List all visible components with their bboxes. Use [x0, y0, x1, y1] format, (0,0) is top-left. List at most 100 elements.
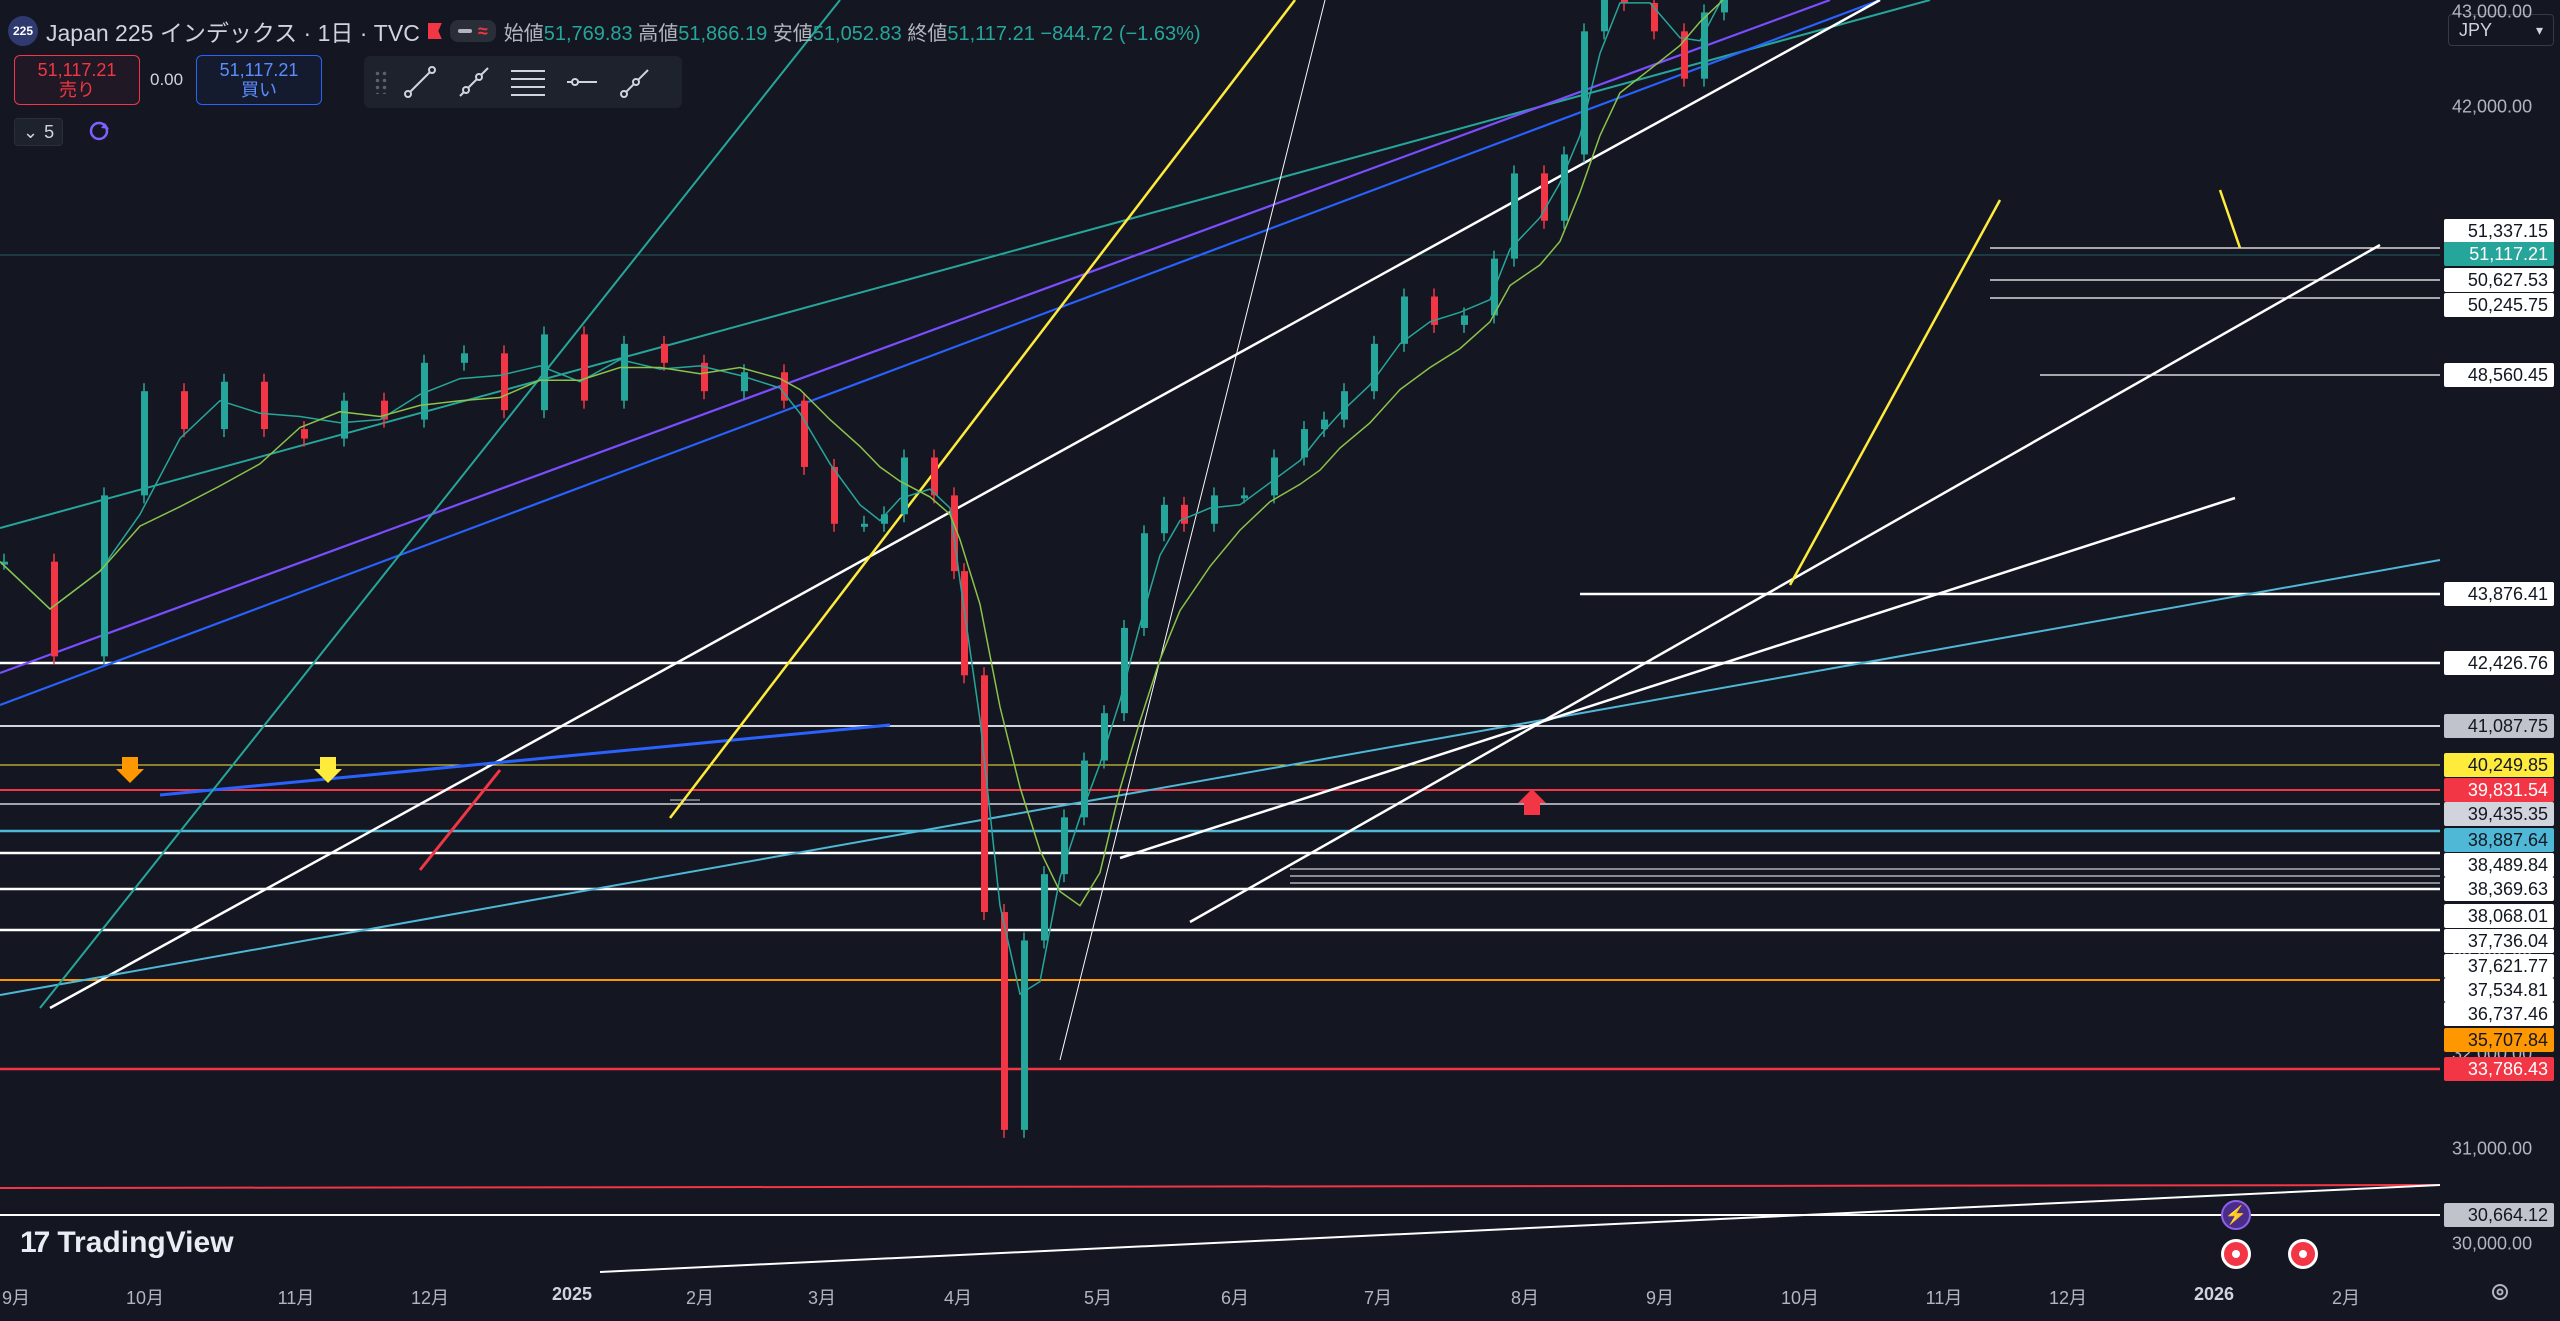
price-label[interactable]: 35,707.84: [2444, 1028, 2554, 1052]
trend-line[interactable]: [0, 0, 1831, 675]
candle: [1651, 2, 1658, 32]
trend-line[interactable]: [669, 0, 1296, 819]
ray-icon[interactable]: [452, 60, 496, 104]
symbol-badge[interactable]: 225: [8, 16, 38, 46]
indicators-toggle[interactable]: ⌄ 5: [14, 118, 64, 146]
price-label[interactable]: 39,435.35: [2444, 802, 2554, 826]
price-tick: 31,000.00: [2452, 1138, 2533, 1159]
open-value: 51,769.83: [543, 22, 633, 45]
wave-icon: ≈: [477, 20, 488, 41]
price-label[interactable]: 37,534.81: [2444, 978, 2554, 1002]
price-label[interactable]: 38,068.01: [2444, 904, 2554, 928]
candle: [221, 381, 228, 430]
chart-style-pill[interactable]: ≈: [449, 20, 496, 42]
brand-name: TradingView: [57, 1226, 234, 1259]
sell-button[interactable]: 51,117.21 売り: [14, 55, 140, 105]
trend-line[interactable]: [599, 1184, 2441, 1273]
price-label[interactable]: 36,737.46: [2444, 1002, 2554, 1026]
price-label[interactable]: 30,664.12: [2444, 1203, 2554, 1227]
indicator-count: 5: [44, 121, 55, 142]
trend-line[interactable]: [0, 0, 1881, 707]
candle: [1271, 457, 1278, 496]
candle: [901, 457, 908, 515]
candle: [801, 400, 808, 467]
candle: [141, 391, 148, 496]
trend-line[interactable]: [39, 0, 841, 1009]
trend-line[interactable]: [418, 769, 502, 871]
lightning-icon[interactable]: ⚡: [2221, 1200, 2251, 1230]
event-icon[interactable]: [2221, 1239, 2251, 1269]
price-label[interactable]: 51,337.15: [2444, 219, 2554, 243]
candle: [781, 372, 788, 401]
price-label[interactable]: 50,245.75: [2444, 293, 2554, 317]
buy-button[interactable]: 51,117.21 買い: [196, 55, 322, 105]
trend-line[interactable]: [49, 0, 1881, 1010]
price-label[interactable]: 38,369.63: [2444, 877, 2554, 901]
currency-select[interactable]: JPY ▾: [2448, 14, 2554, 46]
candle: [1211, 495, 1218, 524]
change-value: −844.72 (−1.63%): [1040, 22, 1201, 45]
candle: [1341, 391, 1348, 420]
time-label: 6月: [1220, 1288, 1250, 1308]
time-label: 4月: [943, 1288, 973, 1308]
candle: [1621, 0, 1628, 3]
trend-line[interactable]: [159, 723, 891, 797]
arrow-up-icon[interactable]: [1518, 789, 1546, 815]
sync-icon[interactable]: [86, 118, 112, 144]
arrow-down-icon[interactable]: [116, 757, 144, 783]
trend-line[interactable]: [1119, 496, 2236, 860]
price-label[interactable]: 33,786.43: [2444, 1057, 2554, 1081]
candle: [981, 675, 988, 913]
trend-line[interactable]: [0, 559, 2441, 996]
time-label: 2月: [2331, 1288, 2361, 1308]
parallel-channel-icon[interactable]: [614, 60, 658, 104]
high-value: 51,866.19: [678, 22, 768, 45]
price-label[interactable]: 50,627.53: [2444, 268, 2554, 292]
candle: [51, 561, 58, 657]
candle: [931, 457, 938, 496]
price-label[interactable]: 37,621.77: [2444, 954, 2554, 978]
tradingview-mark-icon: 17: [20, 1226, 50, 1259]
drag-handle[interactable]: [374, 70, 388, 94]
horizontal-line-icon[interactable]: [560, 60, 604, 104]
price-label[interactable]: 38,489.84: [2444, 853, 2554, 877]
price-label[interactable]: 41,087.75: [2444, 714, 2554, 738]
candle: [501, 353, 508, 411]
chart-header: 225 Japan 225 インデックス · 1日 · TVC ≈ 始値51,7…: [8, 14, 1201, 48]
price-label[interactable]: 39,831.54: [2444, 778, 2554, 802]
candle: [541, 334, 548, 411]
chevron-down-icon: ▾: [2535, 21, 2543, 38]
trend-line-icon[interactable]: [398, 60, 442, 104]
time-label: 2月: [685, 1288, 715, 1308]
fib-retracement-icon[interactable]: [506, 60, 550, 104]
price-label[interactable]: 37,736.04: [2444, 929, 2554, 953]
trend-line[interactable]: [1788, 199, 2002, 586]
price-label[interactable]: 40,249.85: [2444, 753, 2554, 777]
candle: [951, 495, 958, 572]
candle: [1371, 343, 1378, 392]
candle: [1061, 817, 1068, 875]
settings-icon[interactable]: [2488, 1280, 2512, 1304]
trend-line[interactable]: [2218, 189, 2242, 249]
sell-price: 51,117.21: [37, 60, 117, 80]
trend-line[interactable]: [1059, 0, 1326, 1061]
candle: [1181, 504, 1188, 524]
arrow-down-icon[interactable]: [314, 757, 342, 783]
event-icon[interactable]: [2288, 1239, 2318, 1269]
price-label[interactable]: 38,887.64: [2444, 828, 2554, 852]
symbol-title[interactable]: Japan 225 インデックス · 1日 · TVC: [46, 20, 420, 46]
trend-line[interactable]: [0, 0, 1931, 529]
price-label[interactable]: 51,117.21: [2444, 242, 2554, 266]
candle: [1121, 627, 1128, 714]
price-label[interactable]: 48,560.45: [2444, 363, 2554, 387]
candle: [261, 381, 268, 430]
trend-line[interactable]: [0, 1184, 2441, 1189]
flag-icon[interactable]: [427, 23, 442, 39]
candle: [1511, 173, 1518, 259]
candle: [1321, 419, 1328, 430]
trend-line[interactable]: [1189, 243, 2381, 924]
candle: [381, 400, 388, 420]
price-label[interactable]: 43,876.41: [2444, 582, 2554, 606]
price-label[interactable]: 42,426.76: [2444, 651, 2554, 675]
